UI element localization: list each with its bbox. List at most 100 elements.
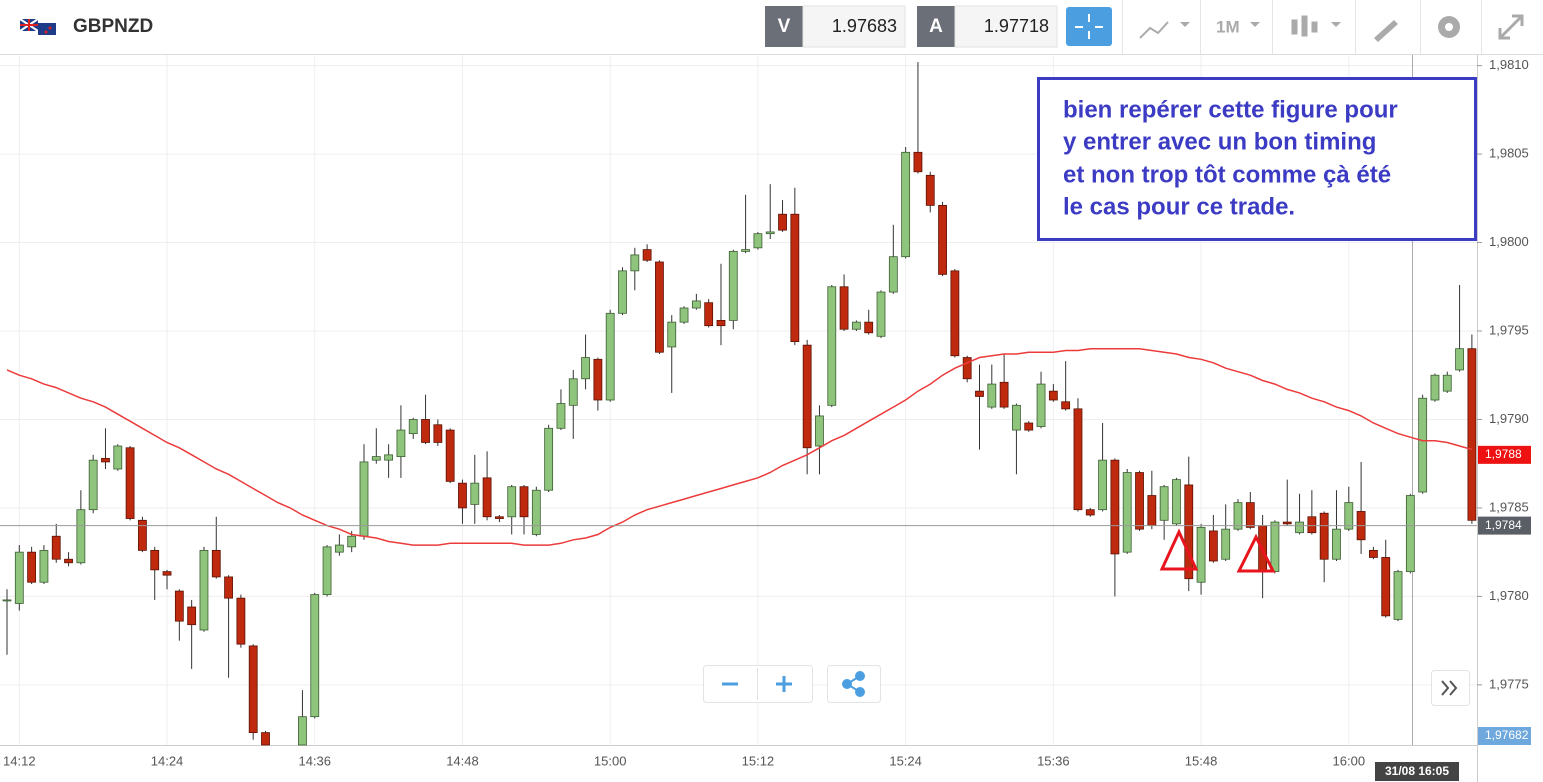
candle-body [371,456,381,461]
candle-body [174,590,184,622]
candle-body [64,558,73,564]
candle-body [728,250,738,321]
candle-body [593,358,603,401]
candle-body [568,378,578,406]
zoom-in[interactable] [776,676,792,692]
candle-button[interactable] [1291,15,1341,37]
candle-body [199,549,209,631]
crosshair-icon [1075,14,1103,39]
candle-body [618,270,627,314]
timeframe[interactable]: 1M [1216,17,1240,36]
candle-body [150,549,160,571]
x-tick-label: 16:00 [1333,753,1366,768]
settings-button[interactable] [1438,16,1460,38]
candle-body [667,321,677,348]
price-tag [1478,727,1531,745]
candle-body [76,509,86,564]
candle-body [901,151,911,258]
sell-button[interactable] [765,6,803,47]
candle-body [334,544,344,553]
candle-body [1073,408,1083,511]
candle-body [113,445,123,470]
candle-body [1221,528,1231,560]
price-tag-label: 1,9788 [1485,447,1522,461]
candle-body [778,213,787,231]
candle-body [1282,521,1292,525]
crosshair-button[interactable] [1066,7,1112,46]
share-button[interactable] [827,665,881,703]
candle-body [1184,484,1194,580]
candle-body [1455,348,1464,371]
candle-body [704,302,714,327]
candle-body [322,546,332,596]
triangle-marker [1159,528,1199,571]
scroll-right-button[interactable] [1431,670,1470,706]
y-tick-label: 1,9790 [1489,411,1529,426]
candle-body [753,233,763,249]
candle-body [101,457,110,463]
fullscreen-button[interactable] [1498,14,1524,40]
price-tag [1478,516,1531,535]
candle-body [1110,459,1120,555]
candle-body [1135,472,1144,530]
y-tick-label: 1,9775 [1489,676,1529,691]
sell-price: 1.97683 [832,16,897,36]
candle-body [236,597,246,645]
annotation: bien repérer cette figure pour y entrer … [1037,77,1477,241]
candle-body [864,321,874,334]
moving-average [6,347,1473,546]
chart-type-button[interactable] [1139,21,1190,39]
candle-body [925,174,935,206]
candle-body [359,461,369,537]
candle-body [1442,374,1452,392]
candle-body [51,535,61,560]
buy-price-box [954,5,1058,48]
candle-body [888,256,898,293]
sell-label: V [778,16,791,37]
candle-body [224,576,233,599]
crosshair-tag-label: 31/08 16:05 [1385,764,1449,778]
candle-body [679,307,689,323]
candle-body [827,286,837,406]
candle-body [642,249,652,261]
annotation-line: et non trop tôt comme çà été [1063,161,1391,188]
draw-button[interactable] [1374,20,1398,42]
candle-body [790,213,800,343]
candle-body [851,321,861,330]
candle-body [125,447,135,519]
timeframe-caret [1250,22,1260,27]
candle-body [1344,502,1354,530]
zoom-controls [703,665,1470,706]
candle-body [630,254,640,272]
x-tick-label: 15:24 [889,753,922,768]
candle-body [470,482,480,505]
candle-body [999,381,1009,408]
candle-body [1233,502,1243,530]
annotation-box [1037,77,1477,241]
y-tick-label: 1,9805 [1489,146,1529,161]
candle-body [544,427,554,491]
candle-body [519,486,529,518]
candle-body [1061,401,1071,410]
y-tick-label: 1,9810 [1489,57,1529,72]
candle-body [1172,479,1181,525]
candle-body [1048,390,1058,401]
y-tick-label: 1,9800 [1489,234,1529,249]
price-tag-label: 1,9784 [1485,518,1522,532]
candle-body [691,300,701,309]
candle-body [187,606,197,626]
y-tick-label: 1,9795 [1489,322,1529,337]
candle-body [975,390,984,397]
candle-body [507,486,517,518]
buy-button[interactable] [917,6,955,47]
y-tick-label: 1,9785 [1489,499,1529,514]
candle-body [876,291,886,337]
annotation-line: bien repérer cette figure pour [1063,96,1398,123]
candle-body [261,732,270,746]
candle-body [310,594,320,718]
flag [19,18,56,35]
candle-body [1159,486,1169,521]
symbol: GBPNZD [73,16,153,37]
candle-body [408,419,418,435]
crosshair-tag [1375,762,1459,781]
